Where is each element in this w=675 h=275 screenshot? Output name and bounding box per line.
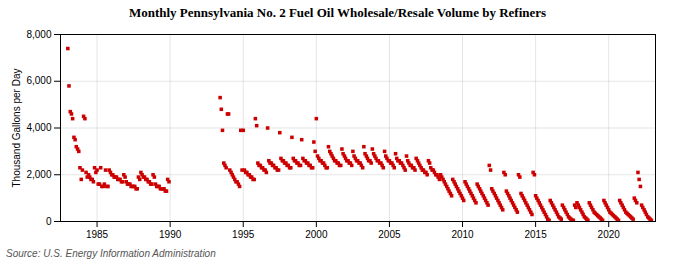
svg-text:1995: 1995 bbox=[232, 229, 255, 240]
svg-text:4,000: 4,000 bbox=[26, 122, 51, 133]
svg-text:0: 0 bbox=[46, 216, 52, 227]
svg-text:2015: 2015 bbox=[524, 229, 547, 240]
svg-text:8,000: 8,000 bbox=[26, 29, 51, 40]
svg-text:2020: 2020 bbox=[598, 229, 621, 240]
svg-text:Thousand Gallons per Day: Thousand Gallons per Day bbox=[11, 69, 22, 188]
html-text:Monthly Pennsylvania No. 2 Fue: Monthly Pennsylvania No. 2 Fuel Oil Whol… bbox=[128, 5, 547, 20]
html-text:Source: U.S. Energy Informatio: Source: U.S. Energy Information Administ… bbox=[6, 248, 216, 259]
svg-text:2005: 2005 bbox=[378, 229, 401, 240]
svg-text:6,000: 6,000 bbox=[26, 75, 51, 86]
svg-text:1985: 1985 bbox=[86, 229, 109, 240]
svg-text:2,000: 2,000 bbox=[26, 169, 51, 180]
svg-text:2000: 2000 bbox=[305, 229, 328, 240]
svg-text:1990: 1990 bbox=[159, 229, 182, 240]
svg-text:2010: 2010 bbox=[451, 229, 474, 240]
